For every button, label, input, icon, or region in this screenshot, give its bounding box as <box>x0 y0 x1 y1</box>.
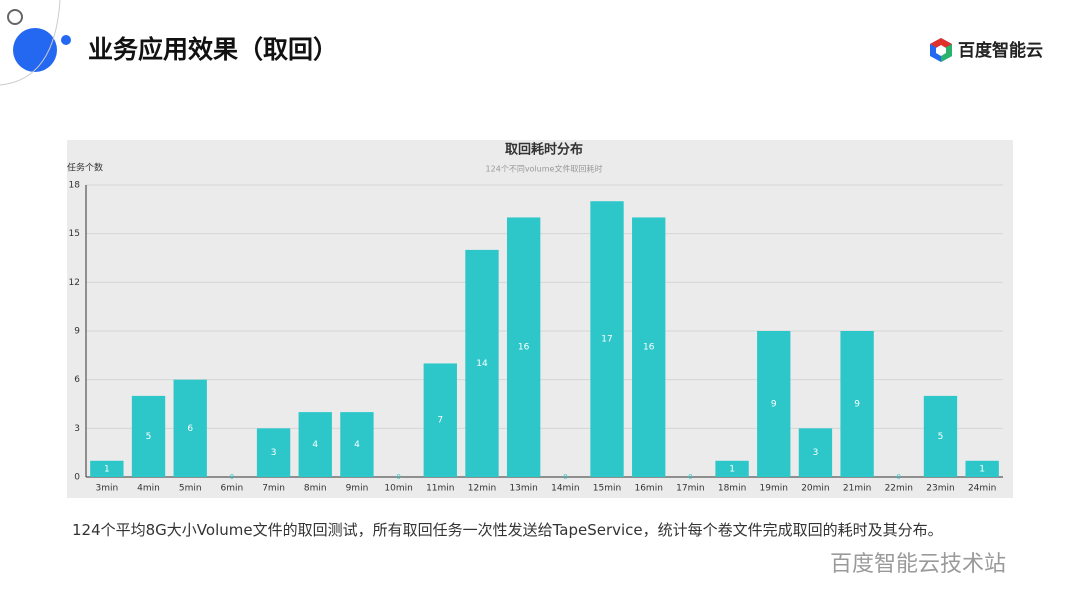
x-tick-label: 3min <box>95 484 118 494</box>
slide-title: 业务应用效果（取回） <box>88 35 339 64</box>
watermark: 百度智能云技术站 <box>830 552 1007 577</box>
x-tick-label: 18min <box>718 484 746 494</box>
bar <box>590 201 624 477</box>
x-tick-label: 24min <box>968 484 996 494</box>
x-tick-label: 9min <box>346 484 369 494</box>
x-tick-label: 10min <box>384 484 412 494</box>
value-label: 7 <box>437 416 443 426</box>
x-tick-label: 16min <box>634 484 662 494</box>
x-tick-label: 12min <box>468 484 496 494</box>
decor-dot-small <box>61 35 71 45</box>
bar <box>798 428 833 477</box>
y-tick-label: 3 <box>74 424 80 434</box>
value-label: 14 <box>476 359 488 369</box>
value-label: 6 <box>187 424 193 434</box>
bar <box>423 363 457 477</box>
bar <box>506 217 541 477</box>
x-tick-label: 13min <box>509 484 537 494</box>
logo-icon <box>930 38 952 62</box>
bar <box>340 412 374 477</box>
x-tick-label: 6min <box>221 484 244 494</box>
caption: 124个平均8G大小Volume文件的取回测试，所有取回任务一次性发送给Tape… <box>72 521 943 539</box>
value-label: 9 <box>854 400 860 410</box>
value-label: 3 <box>271 448 277 458</box>
bar <box>757 331 791 477</box>
value-label: 0 <box>897 473 901 481</box>
value-label: 1 <box>104 464 110 474</box>
x-tick-label: 22min <box>885 484 913 494</box>
decor-ring <box>7 9 23 25</box>
y-tick-label: 15 <box>69 229 80 239</box>
value-label: 0 <box>688 473 692 481</box>
x-tick-label: 5min <box>179 484 202 494</box>
value-label: 5 <box>146 432 152 442</box>
value-label: 9 <box>771 400 777 410</box>
chart-title: 取回耗时分布 <box>505 142 583 158</box>
value-label: 1 <box>729 464 735 474</box>
x-tick-label: 19min <box>760 484 788 494</box>
bar <box>923 395 958 477</box>
x-tick-label: 17min <box>676 484 704 494</box>
x-tick-label: 20min <box>801 484 829 494</box>
value-label: 3 <box>813 448 819 458</box>
bar <box>131 395 166 477</box>
y-tick-label: 0 <box>74 473 80 483</box>
value-label: 4 <box>354 440 360 450</box>
decor-arc <box>0 0 61 86</box>
decor-dot <box>13 28 57 72</box>
x-tick-label: 23min <box>926 484 954 494</box>
value-label: 4 <box>312 440 318 450</box>
bar <box>715 460 749 477</box>
bar <box>632 217 666 477</box>
value-label: 0 <box>563 473 567 481</box>
x-tick-label: 11min <box>426 484 454 494</box>
value-label: 16 <box>643 343 655 353</box>
value-label: 0 <box>230 473 234 481</box>
x-tick-label: 4min <box>137 484 160 494</box>
bar <box>298 412 332 477</box>
x-tick-label: 14min <box>551 484 579 494</box>
bar <box>173 379 207 477</box>
y-axis-label: 任务个数 <box>67 162 103 174</box>
y-tick-label: 9 <box>74 327 80 337</box>
x-tick-label: 8min <box>304 484 327 494</box>
bar <box>965 460 999 477</box>
chart-subtitle: 124个不同volume文件取回耗时 <box>486 164 603 174</box>
bar <box>465 249 499 477</box>
bar <box>256 428 291 477</box>
x-tick-label: 15min <box>593 484 621 494</box>
bar <box>90 460 124 477</box>
y-tick-label: 18 <box>69 181 81 191</box>
value-label: 17 <box>601 335 612 345</box>
value-label: 0 <box>396 473 400 481</box>
x-tick-label: 21min <box>843 484 871 494</box>
y-tick-label: 6 <box>74 375 80 385</box>
value-label: 1 <box>979 464 985 474</box>
value-label: 5 <box>938 432 944 442</box>
x-tick-label: 7min <box>262 484 285 494</box>
logo-text: 百度智能云 <box>958 41 1043 61</box>
chart: 取回耗时分布 124个不同volume文件取回耗时 任务个数 036912151… <box>67 140 1013 498</box>
bar <box>840 331 874 477</box>
y-tick-label: 12 <box>69 278 80 288</box>
value-label: 16 <box>518 343 530 353</box>
